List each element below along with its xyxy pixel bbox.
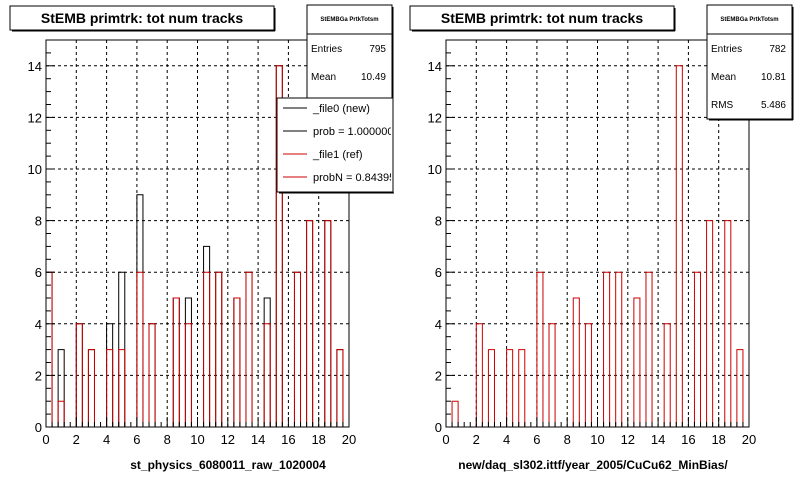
- y-tick-label: 14: [28, 59, 42, 74]
- stats-box: [306, 4, 393, 106]
- y-tick-label: 12: [428, 110, 442, 125]
- stats-box: [706, 4, 793, 120]
- x-tick-label: 16: [281, 432, 295, 447]
- y-tick-label: 2: [35, 368, 42, 383]
- legend-box: [276, 97, 394, 193]
- legend-entry: _file1 (ref): [312, 149, 363, 161]
- stats-value: 10.81: [761, 72, 786, 83]
- x-tick-label: 10: [590, 432, 604, 447]
- y-tick-label: 4: [35, 317, 42, 332]
- legend: _file0 (new) prob = 1.000000 _file1 (ref) p…: [276, 97, 401, 194]
- x-tick-label: 18: [711, 432, 725, 447]
- y-tick-label: 10: [28, 162, 42, 177]
- legend-entry: probN = 0.843952: [313, 172, 401, 184]
- x-tick-label: 6: [133, 432, 140, 447]
- x-tick-label: 4: [503, 432, 510, 447]
- x-tick-label: 2: [73, 432, 80, 447]
- stats-label: Entries: [311, 44, 342, 55]
- stats-value: 795: [369, 44, 386, 55]
- y-tick-label: 10: [428, 162, 442, 177]
- stats-name: StEMBGa PrtkTotsm: [320, 17, 378, 23]
- x-axis-label: st_physics_6080011_raw_1020004: [130, 458, 326, 472]
- chart-panel-1: 0 2 4 6 8 10 12 14 0 2 4 6 8 10 12 14 16 18 20 st_physics_6…: [9, 4, 401, 472]
- stats-value: 5.486: [761, 100, 786, 111]
- y-tick-label: 2: [435, 368, 442, 383]
- chart-title: StEMB primtrk: tot num tracks: [441, 10, 643, 26]
- chart-panel-2: 0 2 4 6 8 10 12 14 0 2 4 6 8 10 12 14 16 18 20 new/daq_sl30…: [409, 4, 794, 472]
- x-tick-label: 14: [651, 432, 665, 447]
- x-tick-label: 8: [164, 432, 171, 447]
- legend-entry: prob = 1.000000: [313, 126, 393, 138]
- stats-label: Entries: [711, 44, 742, 55]
- x-tick-label: 12: [621, 432, 635, 447]
- x-tick-label: 6: [533, 432, 540, 447]
- x-axis-label: new/daq_sl302.ittf/year_2005/CuCu62_MinB…: [458, 458, 728, 472]
- x-tick-label: 0: [442, 432, 449, 447]
- legend-entry: _file0 (new): [312, 103, 370, 115]
- stats-label: RMS: [711, 100, 734, 111]
- stats-value: 10.49: [361, 72, 386, 83]
- x-tick-label: 20: [742, 432, 756, 447]
- y-tick-label: 6: [435, 265, 442, 280]
- x-tick-label: 0: [42, 432, 49, 447]
- stats-name: StEMBGa PrtkTotsm: [720, 17, 778, 23]
- title-box: [409, 5, 675, 31]
- y-tick-label: 4: [435, 317, 442, 332]
- x-tick-label: 2: [473, 432, 480, 447]
- x-tick-label: 14: [251, 432, 265, 447]
- x-tick-label: 16: [681, 432, 695, 447]
- y-tick-label: 0: [435, 420, 442, 435]
- x-tick-label: 12: [221, 432, 235, 447]
- y-tick-label: 8: [435, 214, 442, 229]
- chart-title: StEMB primtrk: tot num tracks: [41, 10, 243, 26]
- x-tick-label: 20: [342, 432, 356, 447]
- y-tick-label: 12: [28, 110, 42, 125]
- y-tick-label: 6: [35, 265, 42, 280]
- stats-label: Mean: [711, 72, 736, 83]
- y-tick-label: 0: [35, 420, 42, 435]
- x-tick-label: 8: [564, 432, 571, 447]
- x-tick-label: 18: [311, 432, 325, 447]
- y-tick-label: 8: [35, 214, 42, 229]
- stats-label: Mean: [311, 72, 336, 83]
- x-tick-label: 4: [103, 432, 110, 447]
- stats-value: 782: [769, 44, 786, 55]
- x-tick-label: 10: [190, 432, 204, 447]
- y-tick-label: 14: [428, 59, 442, 74]
- title-box: [9, 5, 275, 31]
